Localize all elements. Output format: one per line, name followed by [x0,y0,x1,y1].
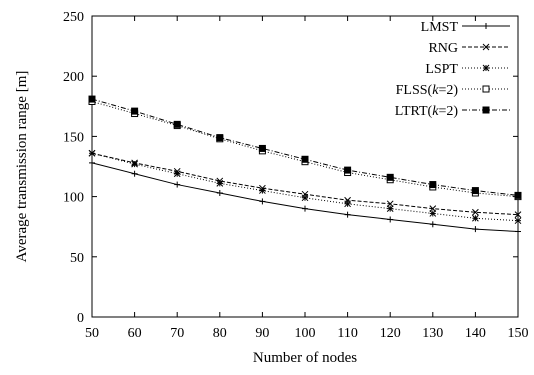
data-point [217,180,223,186]
x-tick-label: 150 [508,326,529,341]
data-point [515,218,521,224]
x-axis-label: Number of nodes [253,350,357,366]
data-point [217,135,223,141]
data-point [132,171,138,177]
data-point [430,210,436,216]
legend-entry: LTRT(k=2) [395,104,510,119]
legend-entry: LMST [421,20,510,35]
data-point [387,174,393,180]
data-point [387,206,393,212]
data-point [302,195,308,201]
legend-label: RNG [428,41,458,56]
x-tick-label: 70 [170,326,184,341]
data-point [472,226,478,232]
legend-label: FLSS(k=2) [396,83,459,98]
legend-label: LTRT(k=2) [395,104,459,119]
y-axis-label: Average transmission range [m] [14,71,30,263]
data-point [472,188,478,194]
data-point [387,216,393,222]
legend-label: LSPT [425,62,458,77]
legend-entry: FLSS(k=2) [396,83,510,98]
legend-entry: LSPT [425,62,510,77]
data-point [259,188,265,194]
x-tick-label: 140 [465,326,486,341]
data-point [132,108,138,114]
data-point [345,167,351,173]
data-point [430,221,436,227]
legend-marker [483,65,489,71]
data-point [302,156,308,162]
y-tick-label: 0 [77,311,84,326]
x-tick-label: 120 [380,326,401,341]
x-tick-label: 90 [255,326,269,341]
data-point [89,150,95,156]
data-point [217,190,223,196]
legend-entry: RNG [428,41,510,56]
data-point [515,229,521,235]
data-point [174,121,180,127]
data-point [515,192,521,198]
y-tick-label: 150 [63,130,84,145]
x-tick-label: 50 [85,326,99,341]
data-point [472,215,478,221]
data-point [89,160,95,166]
y-tick-label: 250 [63,10,84,25]
legend-marker [483,107,489,113]
data-point [259,145,265,151]
x-tick-label: 110 [337,326,357,341]
y-tick-label: 200 [63,70,84,85]
legend-label: LMST [421,20,459,35]
y-tick-label: 50 [70,251,84,266]
data-point [345,201,351,207]
data-point [302,206,308,212]
y-tick-label: 100 [63,191,84,206]
x-tick-label: 60 [128,326,142,341]
legend-marker [483,86,489,92]
legend: LMST RNG LSPT FLSS(k=2) LTRT(k=2) [395,20,510,119]
x-tick-label: 80 [213,326,227,341]
data-point [345,212,351,218]
data-point [89,96,95,102]
data-point [132,161,138,167]
x-tick-label: 100 [295,326,316,341]
data-point [174,182,180,188]
data-point [259,198,265,204]
x-tick-label: 130 [422,326,443,341]
legend-marker [483,23,489,29]
data-point [430,182,436,188]
data-point [174,171,180,177]
